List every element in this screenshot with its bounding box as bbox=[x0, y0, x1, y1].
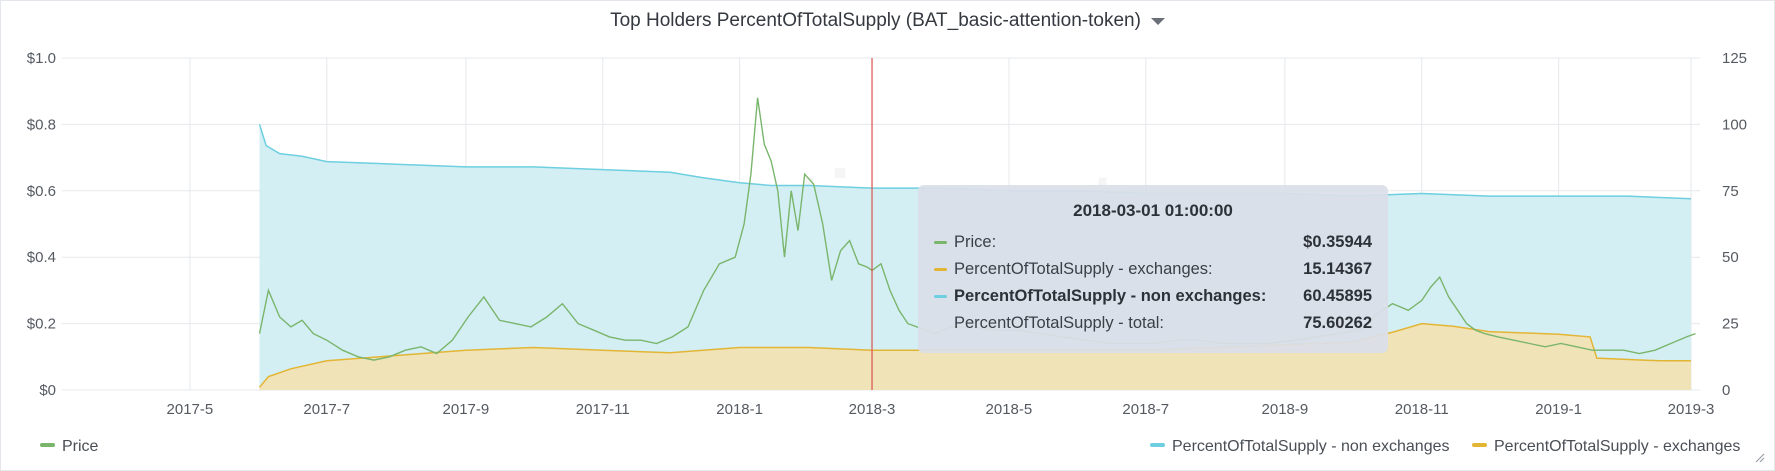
y-left-tick-label: $0.4 bbox=[27, 249, 56, 266]
x-tick-label: 2018-11 bbox=[1395, 401, 1449, 418]
legend-non-exchanges-swatch bbox=[1150, 443, 1165, 447]
y-right-tick-label: 125 bbox=[1722, 50, 1747, 67]
tooltip-time: 2018-03-01 01:00:00 bbox=[1073, 201, 1233, 220]
x-tick-label: 2019-1 bbox=[1535, 401, 1582, 418]
y-left-tick-label: $1.0 bbox=[27, 50, 56, 67]
resize-handle-icon[interactable] bbox=[1755, 453, 1765, 463]
legend[interactable]: Price PercentOfTotalSupply - non exchange… bbox=[40, 438, 1740, 455]
y-right-tick-label: 100 bbox=[1722, 116, 1747, 133]
chevron-down-icon[interactable] bbox=[1150, 18, 1165, 26]
tooltip-row: Price: $0.35944 bbox=[934, 231, 1372, 255]
chart-title-row[interactable]: Top Holders PercentOfTotalSupply (BAT_ba… bbox=[0, 10, 1775, 40]
y-right-tick-label: 50 bbox=[1722, 249, 1739, 266]
x-tick-label: 2018-1 bbox=[716, 401, 763, 418]
x-tick-label: 2018-5 bbox=[986, 401, 1033, 418]
tooltip-label: Price: bbox=[954, 233, 997, 251]
tooltip-row: PercentOfTotalSupply - non exchanges: 60.… bbox=[934, 285, 1372, 309]
legend-exchanges-swatch bbox=[1472, 443, 1487, 447]
x-tick-label: 2017-5 bbox=[167, 401, 214, 418]
exchanges-series-area bbox=[259, 323, 1692, 390]
x-tick-label: 2018-7 bbox=[1122, 401, 1169, 418]
tooltip-swatch bbox=[934, 241, 947, 244]
tooltip-swatch bbox=[934, 268, 947, 271]
legend-exchanges-label: PercentOfTotalSupply - exchanges bbox=[1494, 438, 1740, 455]
x-tick-label: 2018-3 bbox=[849, 401, 896, 418]
tooltip-label: PercentOfTotalSupply - total: bbox=[954, 314, 1165, 332]
x-tick-label: 2017-9 bbox=[443, 401, 490, 418]
x-tick-label: 2017-11 bbox=[576, 401, 630, 418]
legend-price-swatch bbox=[40, 443, 55, 447]
tooltip-row: PercentOfTotalSupply - total: 75.60262 bbox=[934, 312, 1372, 336]
y-left-tick-label: $0 bbox=[39, 382, 56, 399]
x-tick-label: 2017-7 bbox=[303, 401, 350, 418]
y-left-tick-label: $0.8 bbox=[27, 116, 56, 133]
tooltip-label: PercentOfTotalSupply - non exchanges: bbox=[954, 287, 1267, 305]
legend-price-label: Price bbox=[62, 438, 99, 455]
tooltip-value: $0.35944 bbox=[1303, 233, 1372, 251]
tooltip-swatch bbox=[934, 295, 947, 298]
x-tick-label: 2019-3 bbox=[1668, 401, 1715, 418]
y-left-tick-label: $0.6 bbox=[27, 183, 56, 200]
y-right-tick-label: 75 bbox=[1722, 183, 1739, 200]
x-tick-label: 2018-9 bbox=[1262, 401, 1309, 418]
tooltip-value: 15.14367 bbox=[1303, 260, 1372, 278]
chart-title[interactable]: Top Holders PercentOfTotalSupply (BAT_ba… bbox=[610, 10, 1141, 31]
tooltip-label: PercentOfTotalSupply - exchanges: bbox=[954, 260, 1213, 278]
tooltip-value: 75.60262 bbox=[1303, 314, 1372, 332]
tooltip-row: PercentOfTotalSupply - exchanges: 15.1436… bbox=[934, 258, 1372, 282]
axes: $0 0 $0.2 25 $0.4 50 $0.6 75 $0.8 100 $1.0 125 2017-… bbox=[27, 50, 1747, 418]
legend-non-exchanges-label: PercentOfTotalSupply - non exchanges bbox=[1172, 438, 1450, 455]
tooltip-value: 60.45895 bbox=[1303, 287, 1372, 305]
tooltip: 2018-03-01 01:00:00 Price: $0.35944 Percen… bbox=[918, 185, 1388, 353]
y-right-tick-label: 25 bbox=[1722, 316, 1739, 333]
price-series-line bbox=[258, 97, 1696, 361]
non-exchanges-series-line bbox=[258, 124, 1692, 200]
y-left-tick-label: $0.2 bbox=[27, 316, 56, 333]
y-right-tick-label: 0 bbox=[1722, 382, 1730, 399]
